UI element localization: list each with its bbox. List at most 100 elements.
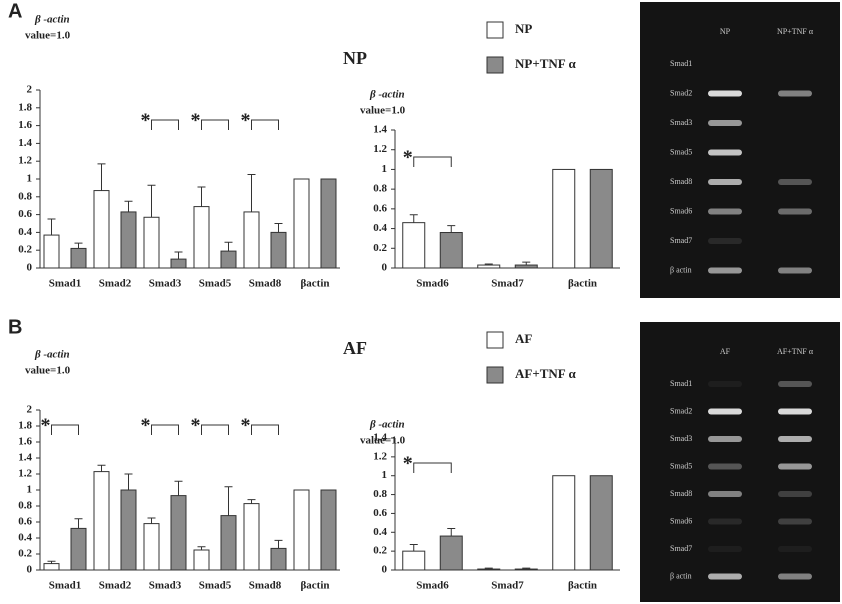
legend-marker	[487, 367, 503, 383]
gel-band	[708, 238, 742, 244]
y-tick-label: 0	[27, 564, 33, 576]
bar	[171, 496, 186, 570]
significance-label: *	[403, 453, 413, 475]
bar	[44, 564, 59, 570]
legend-label: AF+TNF α	[515, 366, 577, 381]
bar	[321, 179, 336, 268]
chart-title: NP	[343, 48, 367, 68]
gel-band	[778, 179, 812, 185]
bar	[294, 490, 309, 570]
bar	[553, 476, 575, 570]
gel-row-label: Smad8	[670, 489, 692, 498]
bar	[590, 169, 612, 268]
gel-row-label: Smad3	[670, 118, 692, 127]
y-tick-label: 1	[27, 484, 33, 496]
gel-band	[778, 436, 812, 442]
gel-band	[708, 209, 742, 215]
gel-row-label: Smad5	[670, 461, 692, 470]
gel-band	[778, 381, 812, 387]
y-tick-label: 0.2	[18, 244, 32, 256]
chart-title: AF	[343, 338, 367, 358]
gel-column-label: NP+TNF α	[777, 27, 814, 36]
y-tick-label: 0.4	[18, 532, 32, 544]
y-axis-label: value=1.0	[25, 30, 71, 42]
gel-row-label: Smad7	[670, 236, 692, 245]
y-tick-label: 1.4	[18, 137, 32, 149]
error-bar	[225, 242, 233, 251]
y-tick-label: 1	[27, 173, 33, 185]
y-tick-label: 0	[27, 262, 33, 274]
y-axis-label: β -actin	[34, 349, 70, 361]
gel-row-label: β actin	[670, 265, 692, 274]
gel-row-label: Smad2	[670, 88, 692, 97]
panel-label: B	[8, 316, 22, 338]
bar	[144, 217, 159, 268]
y-tick-label: 1.6	[18, 119, 32, 131]
x-tick-label: βactin	[568, 278, 597, 290]
x-tick-label: Smad7	[491, 278, 524, 290]
bar	[515, 265, 537, 268]
bar	[121, 490, 136, 570]
error-bar	[447, 529, 455, 537]
bar	[94, 191, 109, 268]
significance-bracket	[152, 120, 179, 130]
gel-band	[778, 268, 812, 274]
y-tick-label: 0.6	[18, 516, 32, 528]
y-tick-label: 1.2	[373, 450, 387, 462]
gel-band	[708, 409, 742, 415]
y-tick-label: 0.6	[373, 507, 387, 519]
x-tick-label: Smad2	[99, 278, 132, 290]
gel-row-label: Smad7	[670, 544, 692, 553]
gel-column-label: AF	[720, 347, 731, 356]
y-tick-label: 1.4	[18, 452, 32, 464]
gel-band	[708, 464, 742, 470]
legend-marker	[487, 332, 503, 348]
significance-label: *	[241, 110, 251, 132]
y-tick-label: 1.4	[373, 432, 387, 444]
y-tick-label: 0.4	[373, 222, 387, 234]
figure: ANPβ -actinvalue=1.000.20.40.60.811.21.4…	[0, 0, 842, 604]
y-axis-label: β -actin	[34, 14, 70, 26]
bar	[403, 551, 425, 570]
gel-band	[778, 209, 812, 215]
gel-row-label: β actin	[670, 571, 692, 580]
y-tick-label: 1.2	[373, 143, 387, 155]
gel-row-label: Smad6	[670, 206, 692, 215]
significance-bracket	[252, 120, 279, 130]
error-bar	[198, 187, 206, 207]
error-bar	[75, 243, 83, 248]
significance-bracket	[152, 425, 179, 435]
y-axis-label: β -actin	[369, 89, 405, 101]
bar	[271, 548, 286, 570]
bar	[590, 476, 612, 570]
panel-label: A	[8, 0, 22, 22]
significance-bracket	[414, 157, 452, 167]
gel-band	[708, 91, 742, 97]
legend-label: NP+TNF α	[515, 56, 577, 71]
significance-bracket	[52, 425, 79, 435]
significance-label: *	[191, 110, 201, 132]
y-tick-label: 1	[382, 469, 388, 481]
gel-band	[778, 546, 812, 552]
gel-row-label: Smad6	[670, 516, 692, 525]
significance-label: *	[141, 415, 151, 437]
significance-label: *	[41, 415, 51, 437]
y-tick-label: 1.2	[18, 155, 32, 167]
gel-row-label: Smad1	[670, 379, 692, 388]
bar	[221, 516, 236, 570]
x-tick-label: Smad1	[49, 580, 81, 592]
y-tick-label: 0	[382, 262, 388, 274]
x-tick-label: Smad6	[416, 580, 449, 592]
y-tick-label: 0.6	[373, 202, 387, 214]
significance-bracket	[414, 463, 452, 473]
y-tick-label: 0	[382, 564, 388, 576]
y-tick-label: 0.2	[18, 548, 32, 560]
y-tick-label: 0.2	[373, 545, 387, 557]
bar	[440, 233, 462, 268]
x-tick-label: Smad5	[199, 580, 232, 592]
gel-band	[778, 491, 812, 497]
x-tick-label: Smad8	[249, 278, 282, 290]
y-tick-label: 2	[27, 84, 33, 96]
error-bar	[175, 252, 183, 259]
error-bar	[225, 487, 233, 516]
